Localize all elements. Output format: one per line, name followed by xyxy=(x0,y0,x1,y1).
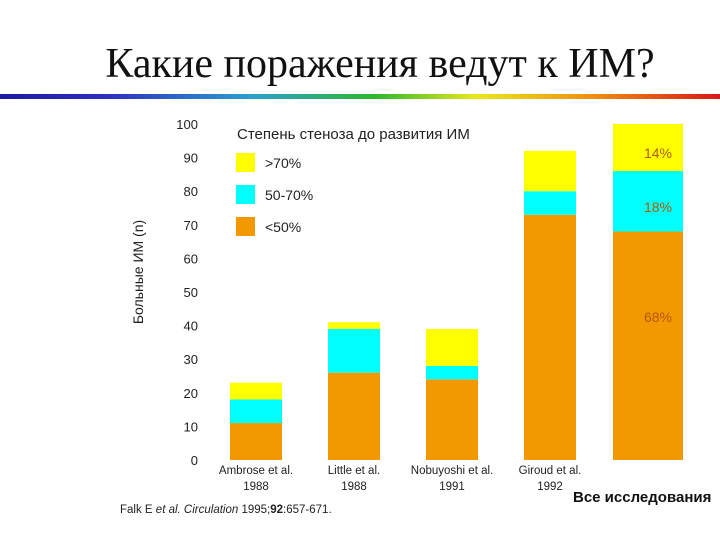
citation-year: 1995; xyxy=(238,504,270,516)
bar-segment xyxy=(328,328,380,373)
y-tick-label: 90 xyxy=(184,151,198,166)
bar-segment xyxy=(230,423,282,460)
total-bar-percent-label: 14% xyxy=(644,145,672,161)
category-label: Giroud et al. xyxy=(519,465,582,477)
category-label: Little et al. xyxy=(328,465,380,477)
bar-segment xyxy=(328,322,380,329)
bar-segment xyxy=(524,191,576,215)
y-tick-label: 30 xyxy=(184,352,198,367)
y-tick-label: 20 xyxy=(184,386,198,401)
y-tick-label: 80 xyxy=(184,184,198,199)
bar-segment xyxy=(230,382,282,400)
y-tick-label: 10 xyxy=(184,419,198,434)
total-bar-percent-label: 18% xyxy=(644,199,672,215)
category-year: 1991 xyxy=(439,481,465,493)
slide-title: Какие поражения ведут к ИМ? xyxy=(105,41,655,87)
legend-swatch xyxy=(236,153,255,172)
bar-segment xyxy=(524,214,576,460)
category-year: 1988 xyxy=(341,481,367,493)
y-tick-label: 70 xyxy=(184,218,198,233)
legend-label: 50-70% xyxy=(265,187,313,203)
citation-etal: et al. Circulation xyxy=(156,504,238,516)
citation: Falk E et al. Circulation 1995;92:657-67… xyxy=(120,504,332,516)
total-bar-percent-label: 68% xyxy=(644,309,672,325)
citation-pages: :657-671. xyxy=(283,504,332,516)
bar-segment xyxy=(426,379,478,460)
legend-swatch xyxy=(236,217,255,236)
y-tick-label: 40 xyxy=(184,319,198,334)
bar-segment xyxy=(426,365,478,380)
total-bar-segment xyxy=(613,231,683,460)
bar-segment xyxy=(328,372,380,460)
legend: >70% 50-70% <50% xyxy=(236,153,313,236)
bar-segment xyxy=(230,399,282,424)
x-axis-labels: Ambrose et al. 1988 Little et al. 1988 Nobuy… xyxy=(219,465,581,493)
chart-title: Степень стеноза до развития ИМ xyxy=(237,126,470,143)
legend-label: >70% xyxy=(265,155,301,171)
total-bar-group: 68% 18% 14% xyxy=(613,124,683,460)
bars xyxy=(230,150,576,460)
category-year: 1988 xyxy=(243,481,269,493)
y-tick-label: 50 xyxy=(184,285,198,300)
y-tick-label: 0 xyxy=(191,453,198,468)
total-bar-label: Все исследования xyxy=(573,489,711,506)
bar-segment xyxy=(426,328,478,366)
y-axis: 0 10 20 30 40 50 60 70 80 90 100 xyxy=(176,117,198,468)
total-bar-segment xyxy=(613,171,683,232)
citation-volume: 92 xyxy=(270,504,283,516)
category-label: Ambrose et al. xyxy=(219,465,293,477)
y-tick-label: 60 xyxy=(184,251,198,266)
legend-label: <50% xyxy=(265,219,301,235)
bar-segment xyxy=(524,150,576,192)
legend-swatch xyxy=(236,185,255,204)
category-year: 1992 xyxy=(537,481,563,493)
category-label: Nobuyoshi et al. xyxy=(411,465,493,477)
title-underline xyxy=(0,94,720,99)
y-tick-label: 100 xyxy=(176,117,198,132)
y-axis-label: Больные ИМ (n) xyxy=(130,220,146,324)
citation-prefix: Falk E xyxy=(120,504,156,516)
total-bar-segment xyxy=(613,124,683,172)
